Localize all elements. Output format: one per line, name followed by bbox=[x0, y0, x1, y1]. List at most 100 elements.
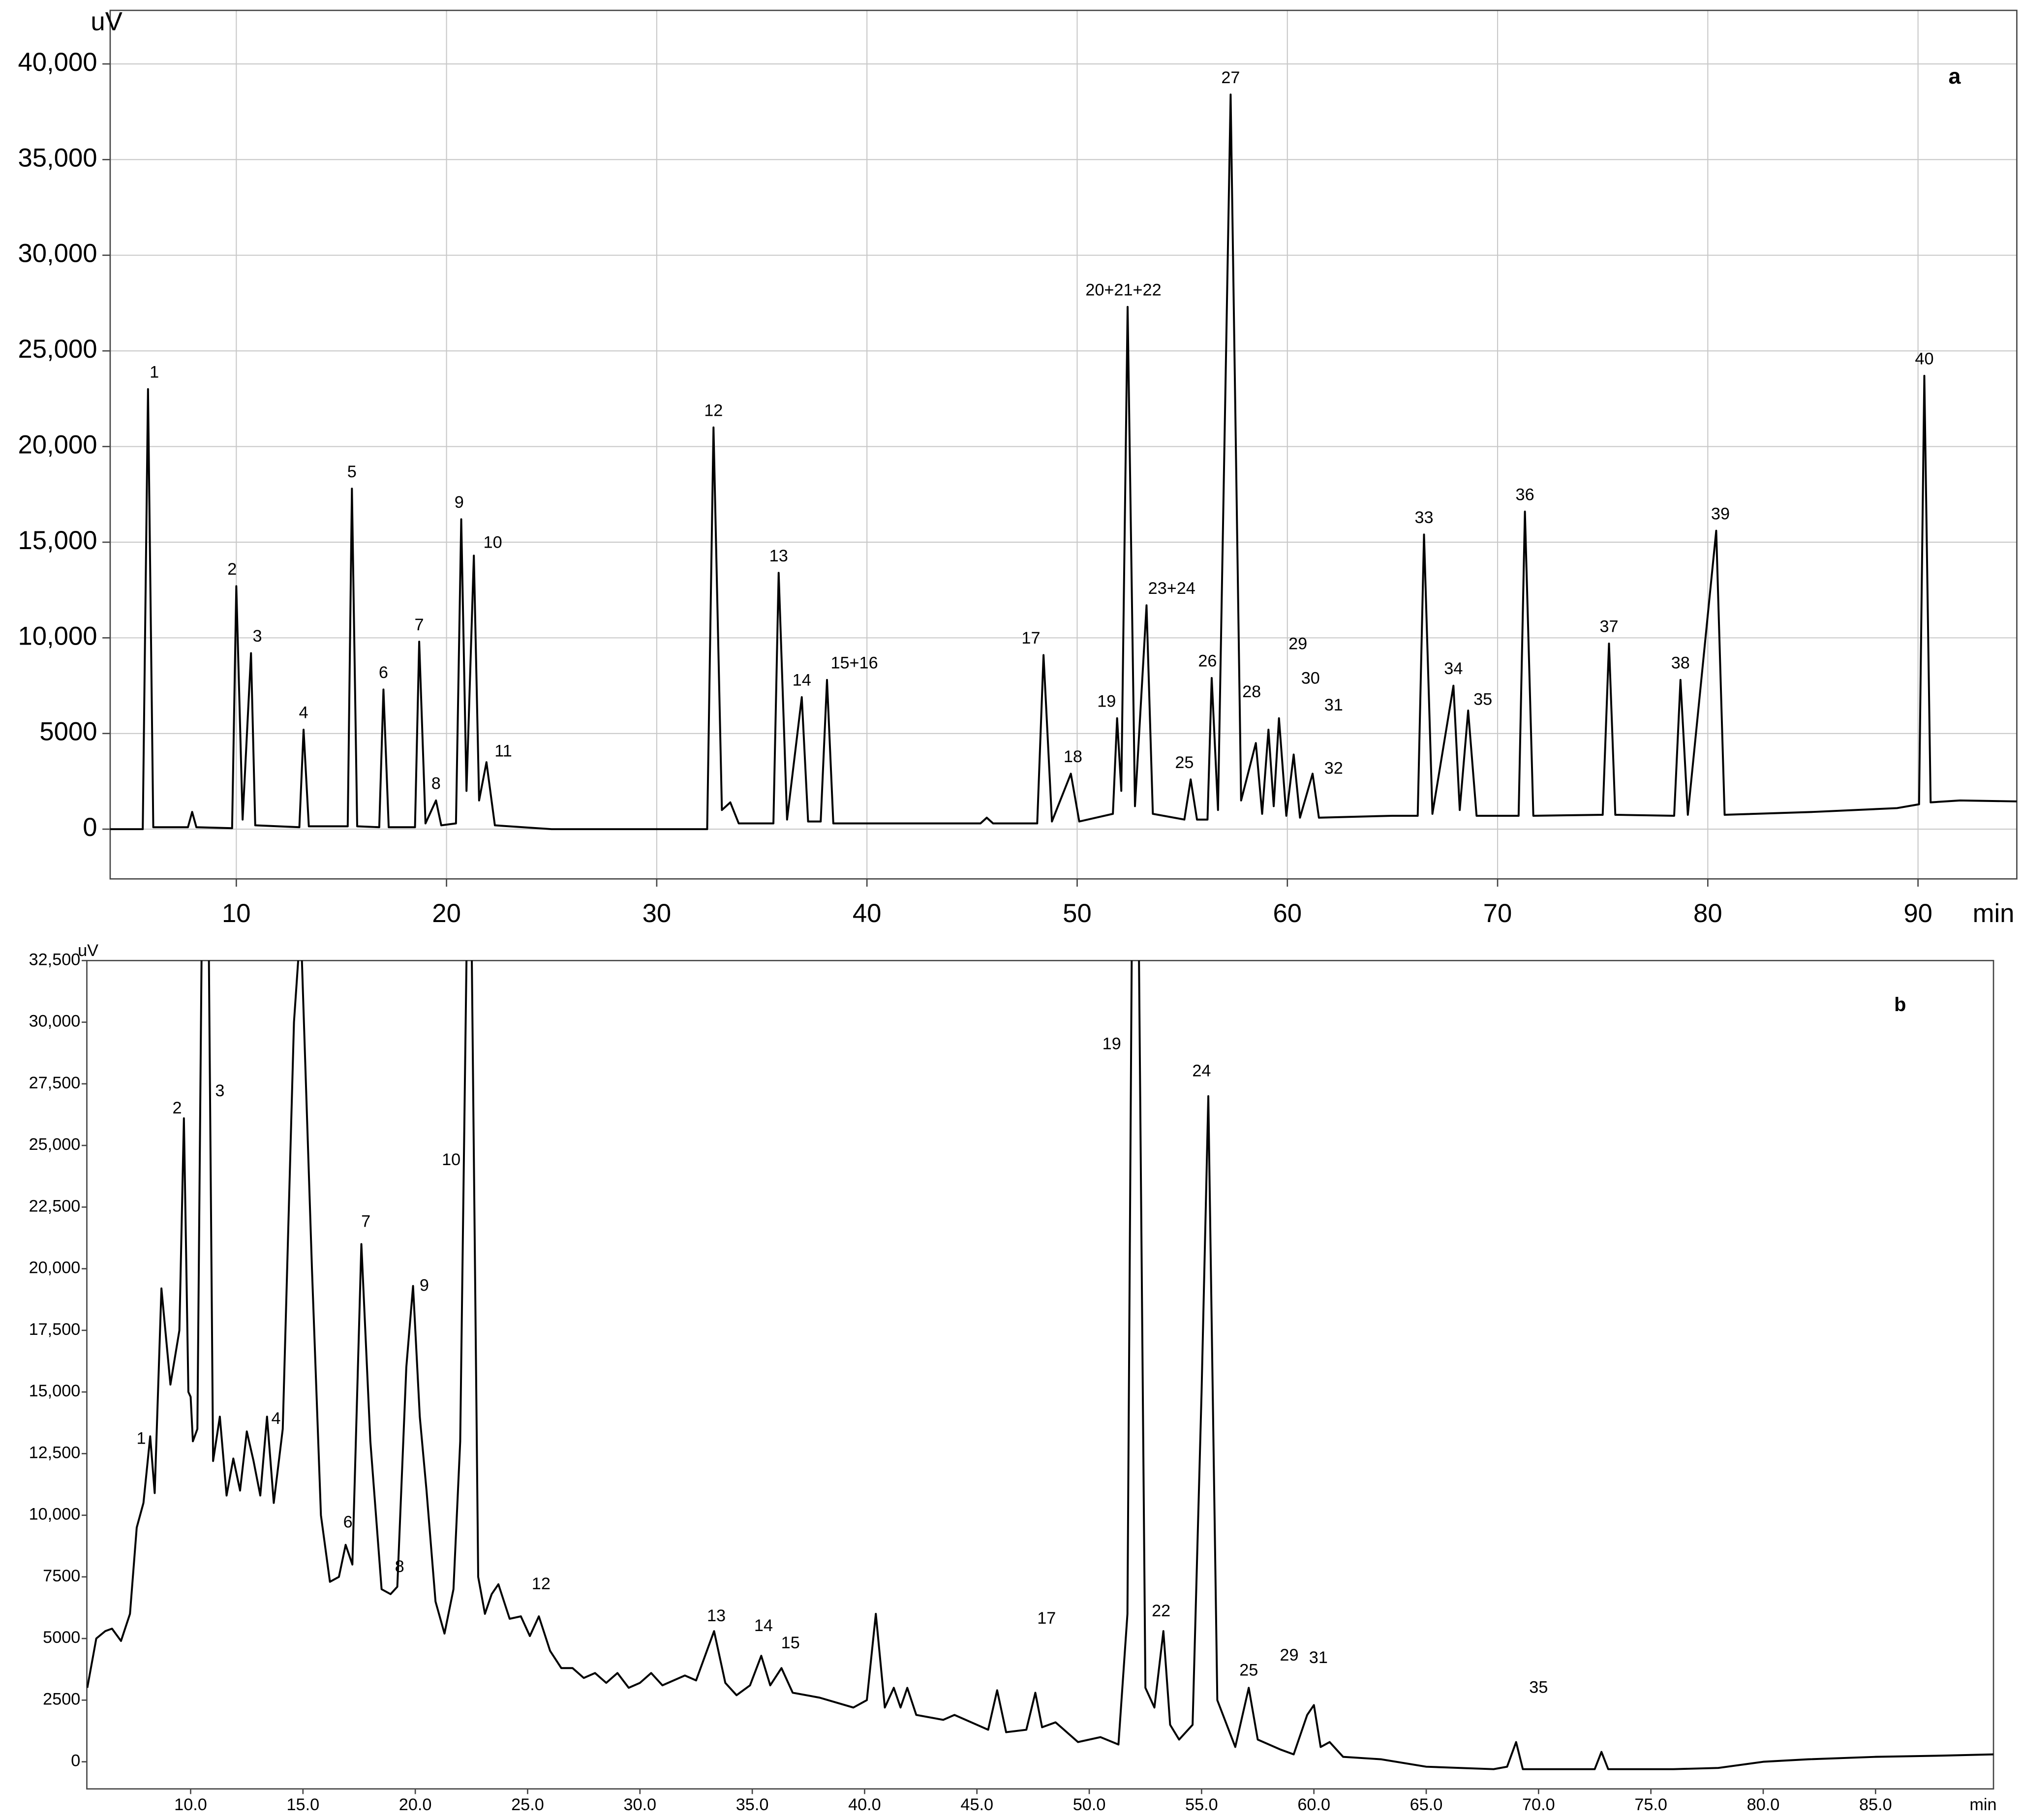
peak-label: 23+24 bbox=[1148, 579, 1195, 598]
peak-label: 9 bbox=[455, 493, 464, 512]
x-tick-label: 35.0 bbox=[736, 1795, 769, 1814]
x-tick-label: 40.0 bbox=[848, 1795, 881, 1814]
y-tick-label: 25,000 bbox=[29, 1135, 81, 1154]
peak-label: 19 bbox=[1097, 692, 1116, 710]
y-unit-label: uV bbox=[78, 941, 98, 960]
y-tick-label: 2500 bbox=[43, 1690, 80, 1708]
panel-label: a bbox=[1949, 64, 1961, 89]
peak-label: 8 bbox=[431, 774, 441, 793]
x-tick-label: 25.0 bbox=[511, 1795, 544, 1814]
x-tick-label: 90 bbox=[1903, 899, 1932, 928]
peak-label: 25 bbox=[1175, 753, 1194, 772]
peak-label: 14 bbox=[793, 671, 811, 690]
peak-label: 34 bbox=[1444, 659, 1463, 678]
peak-label: 25 bbox=[1239, 1661, 1258, 1679]
x-tick-label: 65.0 bbox=[1410, 1795, 1443, 1814]
x-tick-label: 10 bbox=[222, 899, 251, 928]
peak-label: 28 bbox=[1242, 682, 1261, 701]
chromatogram-trace bbox=[87, 960, 1994, 1770]
x-tick-label: 30 bbox=[643, 899, 672, 928]
y-tick-label: 12,500 bbox=[29, 1443, 81, 1462]
x-tick-label: 70 bbox=[1483, 899, 1512, 928]
y-tick-label: 25,000 bbox=[18, 335, 97, 364]
y-tick-label: 17,500 bbox=[29, 1320, 81, 1339]
peak-label: 39 bbox=[1711, 504, 1730, 523]
plot-frame bbox=[109, 9, 2018, 880]
peak-label: 12 bbox=[532, 1574, 551, 1593]
peak-label: 14 bbox=[754, 1616, 773, 1635]
peak-label: 4 bbox=[271, 1409, 280, 1428]
x-tick-label: 30.0 bbox=[623, 1795, 656, 1814]
peak-label: 3 bbox=[215, 1081, 224, 1100]
peak-label: 30 bbox=[1301, 669, 1320, 688]
y-tick-label: 32,500 bbox=[29, 950, 81, 969]
peak-label: 12 bbox=[704, 401, 723, 420]
x-tick-label: 75.0 bbox=[1634, 1795, 1667, 1814]
peak-label: 20+21+22 bbox=[1085, 280, 1161, 299]
peak-label: 38 bbox=[1671, 654, 1690, 673]
peak-label: 40 bbox=[1915, 349, 1933, 368]
peak-label: 32 bbox=[1324, 759, 1343, 777]
x-tick-label: 50.0 bbox=[1073, 1795, 1106, 1814]
y-tick-label: 0 bbox=[71, 1752, 80, 1770]
chromatogram-trace bbox=[110, 93, 2017, 831]
y-tick-label: 0 bbox=[83, 813, 97, 842]
x-tick-label: 15.0 bbox=[286, 1795, 319, 1814]
peak-label: 36 bbox=[1516, 485, 1534, 504]
y-tick-label: 5000 bbox=[43, 1628, 80, 1647]
peak-label: 1 bbox=[150, 363, 159, 382]
peak-label: 22 bbox=[1152, 1602, 1170, 1620]
y-unit-label: uV bbox=[91, 7, 122, 36]
plot-frame bbox=[86, 959, 1994, 1790]
peak-label: 7 bbox=[415, 616, 424, 634]
x-tick-label: 80 bbox=[1693, 899, 1722, 928]
x-tick-label: 60.0 bbox=[1297, 1795, 1330, 1814]
y-tick-label: 10,000 bbox=[29, 1505, 81, 1524]
peak-label: 33 bbox=[1414, 508, 1433, 527]
y-tick-label: 7500 bbox=[43, 1567, 80, 1585]
peak-label: 7 bbox=[361, 1212, 370, 1231]
x-tick-label: 70.0 bbox=[1522, 1795, 1555, 1814]
x-tick-label: 20.0 bbox=[399, 1795, 432, 1814]
peak-label: 15 bbox=[781, 1634, 800, 1652]
x-tick-label: 40 bbox=[853, 899, 882, 928]
peak-label: 10 bbox=[484, 533, 502, 552]
x-tick-label: 10.0 bbox=[174, 1795, 207, 1814]
peak-label: 35 bbox=[1529, 1678, 1548, 1697]
peak-label: 17 bbox=[1037, 1609, 1056, 1628]
peak-label: 4 bbox=[299, 704, 308, 722]
peak-label: 2 bbox=[173, 1099, 182, 1117]
x-tick-label: 45.0 bbox=[960, 1795, 993, 1814]
y-tick-label: 20,000 bbox=[18, 430, 97, 459]
x-tick-label: 80.0 bbox=[1747, 1795, 1780, 1814]
peak-label: 2 bbox=[227, 560, 237, 579]
peak-label: 37 bbox=[1599, 617, 1618, 636]
x-tick-label: 60 bbox=[1273, 899, 1302, 928]
peak-label: 6 bbox=[343, 1513, 353, 1532]
y-tick-label: 22,500 bbox=[29, 1197, 81, 1215]
x-tick-label: 55.0 bbox=[1185, 1795, 1218, 1814]
y-tick-label: 20,000 bbox=[29, 1259, 81, 1277]
peak-label: 29 bbox=[1288, 635, 1307, 653]
x-tick-label: 50 bbox=[1063, 899, 1092, 928]
y-tick-label: 30,000 bbox=[18, 239, 97, 268]
peak-label: 13 bbox=[769, 547, 788, 565]
peak-label: 31 bbox=[1309, 1648, 1328, 1667]
x-unit-label: min bbox=[1969, 1795, 1996, 1814]
peak-label: 19 bbox=[1103, 1035, 1121, 1053]
peak-label: 15+16 bbox=[830, 654, 878, 673]
peak-label: 5 bbox=[347, 463, 357, 481]
peak-label: 8 bbox=[395, 1557, 404, 1576]
peak-label: 18 bbox=[1064, 747, 1082, 766]
y-tick-label: 40,000 bbox=[18, 48, 97, 77]
x-tick-label: 20 bbox=[432, 899, 461, 928]
y-tick-label: 15,000 bbox=[29, 1382, 81, 1400]
peak-label: 27 bbox=[1221, 68, 1240, 87]
y-tick-label: 5000 bbox=[39, 717, 97, 746]
x-unit-label: min bbox=[1973, 899, 2015, 928]
peak-label: 10 bbox=[442, 1150, 460, 1169]
panel-label: b bbox=[1894, 994, 1906, 1016]
y-tick-label: 27,500 bbox=[29, 1074, 81, 1092]
peak-label: 26 bbox=[1198, 652, 1217, 671]
peak-label: 17 bbox=[1021, 629, 1040, 648]
